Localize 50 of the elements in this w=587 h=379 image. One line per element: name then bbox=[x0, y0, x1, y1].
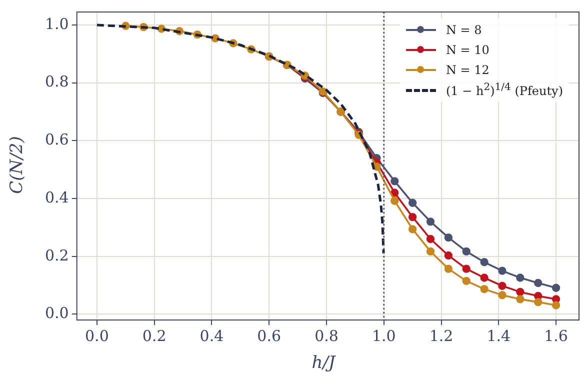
point bbox=[480, 284, 488, 294]
x-tick-label: 0.6 bbox=[257, 326, 282, 345]
x-axis-title: h/J bbox=[310, 353, 337, 373]
point bbox=[534, 298, 542, 306]
y-tick-label: 1.0 bbox=[44, 14, 69, 33]
y-tick-label: 0.8 bbox=[44, 72, 69, 91]
y-tick-label: 0.2 bbox=[44, 246, 69, 264]
y-axis-title: C(N/2) bbox=[7, 136, 28, 194]
x-tick-label: 1.6 bbox=[544, 326, 568, 345]
line-series bbox=[96, 24, 385, 255]
point bbox=[426, 247, 435, 256]
x-tick-label: 0.8 bbox=[314, 326, 338, 345]
x-tick-label: 0.0 bbox=[85, 326, 109, 345]
point bbox=[426, 234, 435, 244]
x-tick-label: 1.0 bbox=[372, 326, 396, 345]
point bbox=[408, 225, 417, 234]
point bbox=[462, 264, 470, 273]
point bbox=[462, 247, 470, 256]
point bbox=[444, 233, 453, 242]
point bbox=[408, 212, 417, 222]
x-tick-label: 0.2 bbox=[142, 326, 166, 345]
point bbox=[462, 276, 470, 286]
y-tick-label: 0.6 bbox=[44, 130, 69, 149]
point bbox=[480, 258, 488, 266]
point bbox=[516, 295, 524, 304]
y-tick-label: 0.0 bbox=[44, 304, 69, 322]
point bbox=[498, 282, 506, 290]
point bbox=[552, 284, 560, 292]
point bbox=[480, 274, 488, 282]
x-tick-label: 1.2 bbox=[429, 326, 454, 345]
point bbox=[426, 218, 435, 226]
point bbox=[390, 177, 399, 186]
point bbox=[534, 278, 542, 288]
x-tick-label: 1.4 bbox=[486, 326, 511, 345]
point bbox=[390, 188, 399, 197]
point bbox=[444, 264, 453, 273]
point bbox=[498, 266, 506, 275]
point bbox=[552, 301, 560, 310]
x-tick-label: 0.4 bbox=[200, 326, 224, 345]
legend-label: N = 10 bbox=[446, 43, 490, 57]
point bbox=[444, 251, 453, 260]
legend-label: N = 8 bbox=[446, 23, 482, 37]
point bbox=[390, 196, 399, 205]
point bbox=[516, 288, 524, 296]
point bbox=[408, 198, 417, 207]
point bbox=[516, 274, 524, 282]
legend-label: (1 − h$^{2}$)$^{1/4}$ (Pfeuty) bbox=[446, 82, 563, 98]
legend-label: N = 12 bbox=[446, 63, 490, 77]
y-tick-label: 0.4 bbox=[44, 188, 69, 206]
point bbox=[498, 291, 506, 300]
